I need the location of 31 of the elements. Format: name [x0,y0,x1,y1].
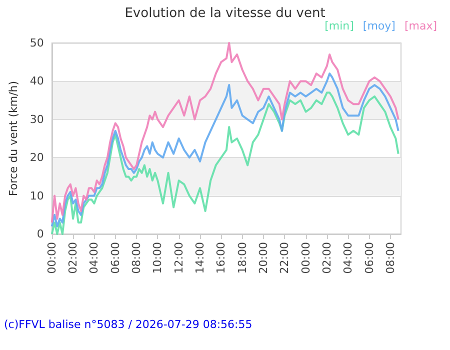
text: [moy] [362,20,396,32]
x-tick-label: 20:00 [256,242,270,274]
x-tick-label: 04:00 [342,242,355,274]
text: [min] [324,20,354,32]
x-tick-label: 04:00 [88,242,101,274]
x-tick-label: 06:00 [108,242,122,274]
text: (c)FFVL balise n°5083 / 2026-07-29 08:56:55 [4,318,252,331]
x-tick-label: 02:00 [66,242,80,274]
y-tick-label: 0 [36,228,44,240]
x-tick-label: 08:00 [130,242,144,274]
x-tick-label: 12:00 [172,242,186,274]
x-tick-label: 02:00 [320,242,334,274]
x-tick-label: 18:00 [236,242,249,274]
line-series [50,72,400,228]
x-tick-label: 10:00 [151,242,164,274]
y-tick-label: 30 [30,112,44,126]
y-axis-title: Force du vent (km/h) [7,80,20,196]
x-tick-label: 08:00 [384,242,397,274]
line-series [50,42,400,224]
x-tick-label: 16:00 [214,242,228,274]
x-tick-label: 06:00 [362,242,376,274]
x-tick-label: 00:00 [299,242,312,274]
x-tick-label: 22:00 [278,242,292,274]
chart-title: Evolution de la vitesse du vent [124,6,326,21]
y-tick-label: 10 [30,189,44,202]
x-tick-label: 00:00 [45,242,58,274]
text: [max] [404,20,438,32]
y-tick-label: 50 [30,36,44,50]
x-tick-label: 14:00 [194,242,206,274]
y-tick-label: 40 [30,74,44,88]
y-tick-label: 20 [30,151,44,164]
